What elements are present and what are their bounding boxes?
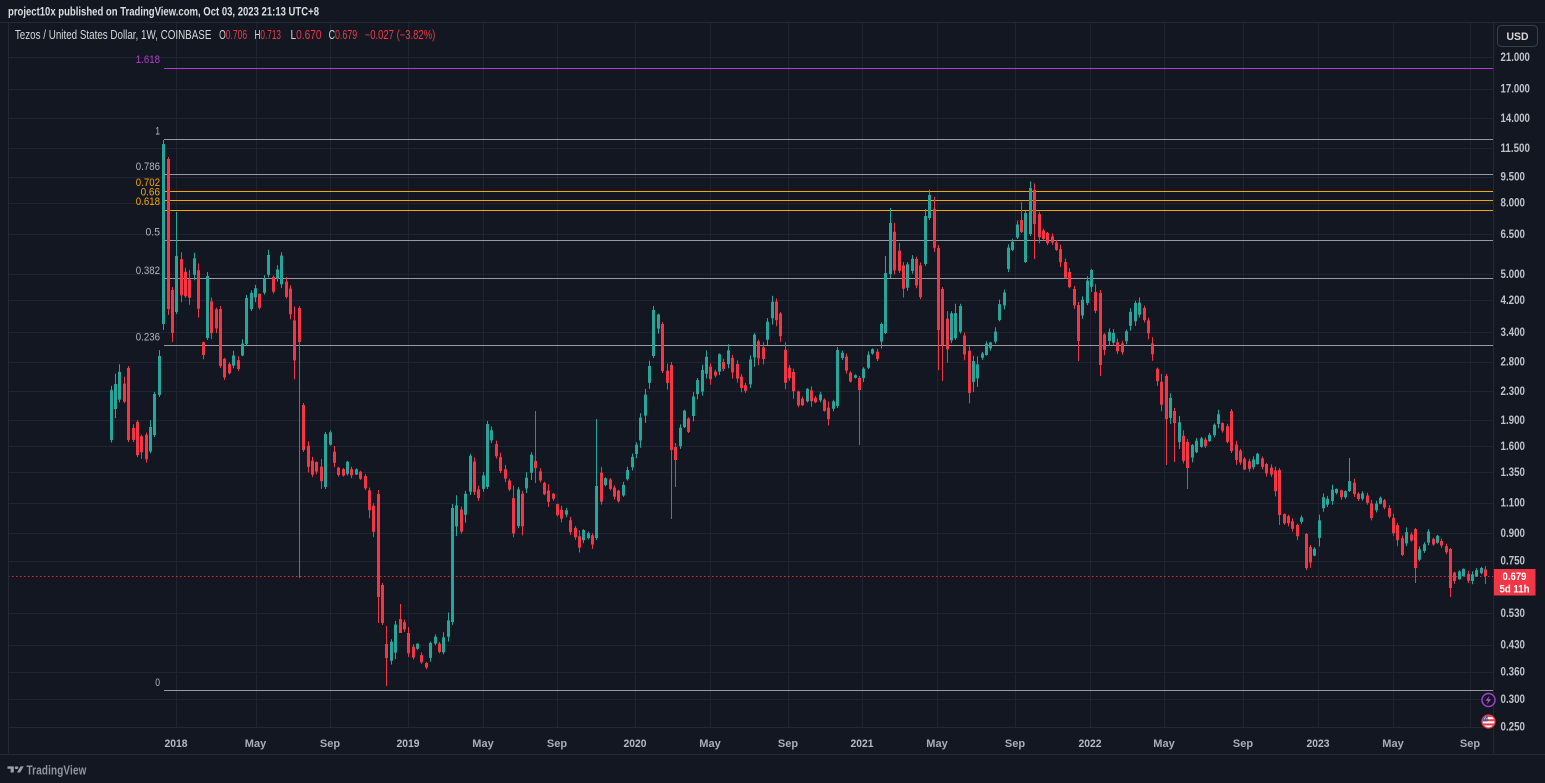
svg-text:1.100: 1.100 [1501,498,1526,510]
svg-text:Sep: Sep [1460,738,1480,750]
svg-text:2018: 2018 [165,738,188,750]
svg-text:2.800: 2.800 [1501,357,1526,369]
svg-text:Sep: Sep [320,738,340,750]
svg-text:Sep: Sep [778,738,798,750]
svg-text:−0.027 (−3.82%): −0.027 (−3.82%) [365,28,436,42]
svg-text:21.000: 21.000 [1501,52,1530,64]
svg-text:0.430: 0.430 [1501,640,1526,652]
svg-text:May: May [699,738,721,750]
svg-text:May: May [1153,738,1175,750]
svg-text:Sep: Sep [1233,738,1253,750]
svg-text:TradingView: TradingView [27,763,88,778]
svg-text:C0.679: C0.679 [329,28,358,42]
svg-text:2020: 2020 [624,738,647,750]
svg-text:2.300: 2.300 [1501,386,1526,398]
svg-text:6.500: 6.500 [1501,229,1526,241]
svg-text:2019: 2019 [397,738,420,750]
svg-text:17.000: 17.000 [1501,84,1530,96]
svg-text:0.66: 0.66 [141,186,160,198]
svg-text:5.000: 5.000 [1501,269,1526,281]
svg-text:2023: 2023 [1307,738,1330,750]
svg-text:Sep: Sep [547,738,567,750]
svg-text:1: 1 [155,126,160,138]
svg-text:L0.670: L0.670 [291,28,322,42]
svg-text:9.500: 9.500 [1501,172,1526,184]
svg-text:2021: 2021 [851,738,874,750]
svg-text:0.382: 0.382 [136,265,160,277]
svg-text:H0.713: H0.713 [255,28,282,42]
svg-text:0.702: 0.702 [136,177,160,189]
svg-text:project10x published on Tradin: project10x published on TradingView.com,… [8,5,319,19]
svg-text:0.5: 0.5 [146,226,161,238]
svg-text:3.400: 3.400 [1501,327,1526,339]
svg-text:May: May [926,738,948,750]
svg-text:14.000: 14.000 [1501,113,1530,125]
svg-text:May: May [245,738,267,750]
svg-text:0.360: 0.360 [1501,667,1526,679]
svg-text:USD: USD [1507,31,1529,43]
svg-text:1.900: 1.900 [1501,415,1526,427]
svg-text:0.236: 0.236 [136,332,160,344]
svg-text:0.618: 0.618 [136,196,160,208]
svg-text:0.250: 0.250 [1501,722,1526,734]
svg-text:1.350: 1.350 [1501,467,1526,479]
svg-text:O0.706: O0.706 [219,28,247,42]
svg-text:8.000: 8.000 [1501,198,1526,210]
svg-text:May: May [1382,738,1404,750]
svg-text:May: May [472,738,494,750]
svg-text:Sep: Sep [1005,738,1025,750]
svg-text:0.750: 0.750 [1501,556,1526,568]
svg-text:1.618: 1.618 [136,54,160,66]
svg-text:2022: 2022 [1079,738,1102,750]
svg-text:0: 0 [155,677,160,689]
svg-text:0.300: 0.300 [1501,694,1526,706]
svg-text:1.600: 1.600 [1501,441,1526,453]
svg-text:11.500: 11.500 [1501,143,1530,155]
svg-text:0.900: 0.900 [1501,528,1526,540]
svg-text:0.679: 0.679 [1503,571,1527,583]
svg-text:5d 11h: 5d 11h [1500,584,1530,596]
svg-text:4.200: 4.200 [1501,295,1526,307]
svg-text:0.530: 0.530 [1501,608,1526,620]
svg-text:Tezos / United States Dollar,: Tezos / United States Dollar, 1W, COINBA… [15,28,212,42]
svg-text:0.786: 0.786 [136,161,160,173]
